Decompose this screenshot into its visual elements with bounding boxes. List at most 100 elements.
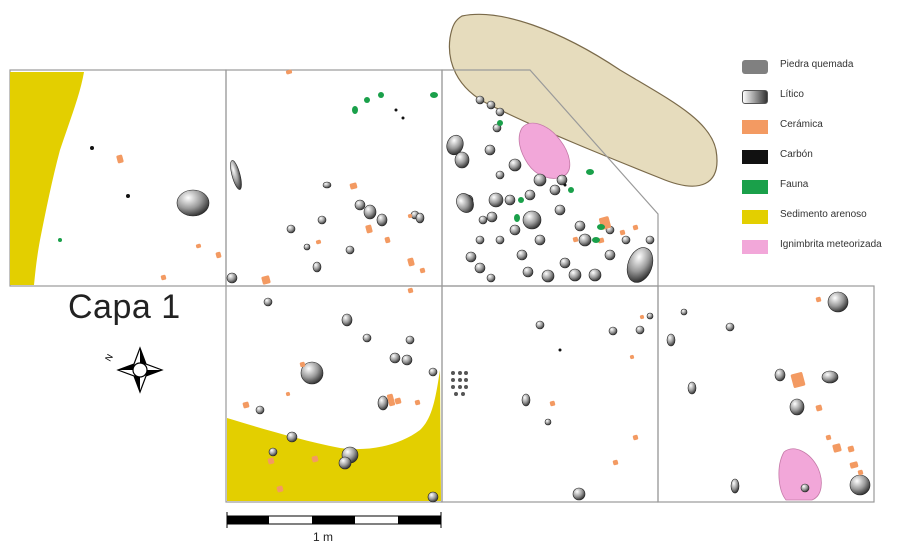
weathered-ignimbrite-south: [778, 448, 822, 501]
lithic-find: [508, 158, 522, 172]
charcoal-find: [126, 194, 130, 198]
lithic-find: [588, 268, 602, 282]
small-find: [461, 392, 465, 396]
grid-square-b3: [441, 285, 659, 503]
lithic-find: [255, 405, 265, 415]
lithic-find: [428, 367, 438, 377]
fauna-find: [352, 106, 358, 114]
lithic-find: [549, 184, 561, 196]
lithic-find: [363, 204, 377, 220]
lithic-find: [572, 487, 586, 501]
lithic-find: [486, 211, 498, 223]
ceramic-find: [195, 243, 202, 249]
lithic-find: [454, 151, 470, 169]
ceramic-find: [825, 434, 832, 441]
lithic-find: [687, 381, 697, 395]
ceramic-find: [629, 354, 635, 360]
legend: Piedra quemada Lítico Cerámica Carbón Fa…: [742, 56, 902, 266]
lithic-find: [522, 210, 542, 230]
lithic-find: [509, 224, 521, 236]
fauna-find: [518, 197, 524, 203]
lithic-find: [524, 189, 536, 201]
lithic-find: [621, 235, 631, 245]
lithic-find: [456, 193, 474, 213]
ceramic-find: [414, 399, 421, 406]
lithic-find: [405, 335, 415, 345]
lithic-find: [578, 233, 592, 247]
small-find: [458, 371, 462, 375]
ceramic-find: [242, 401, 250, 409]
lithic-find: [401, 354, 413, 366]
lithic-find: [730, 478, 740, 494]
legend-item-sandy-sediment: Sedimento arenoso: [742, 206, 902, 236]
ceramic-find: [285, 69, 293, 75]
small-find: [464, 378, 468, 382]
fauna-find: [586, 169, 594, 175]
charcoal-find: [394, 108, 398, 112]
ceramic-find: [299, 361, 306, 368]
lithic-find: [486, 273, 496, 283]
lithic-find: [492, 123, 502, 133]
lithic-find: [322, 181, 332, 189]
legend-item-fauna: Fauna: [742, 176, 902, 206]
charcoal-find: [563, 183, 567, 187]
ceramic-find: [285, 391, 291, 397]
small-find: [464, 385, 468, 389]
ceramic-find: [407, 287, 414, 294]
lithic-find: [377, 395, 389, 411]
large-boulder: [448, 13, 718, 187]
legend-item-weathered-ignimbrite: Ignimbrita meteorizada: [742, 236, 902, 266]
ceramic-find: [407, 213, 413, 219]
lithic-find: [626, 247, 654, 283]
lithic-find: [495, 170, 505, 180]
north-arrow-icon: N: [103, 346, 164, 394]
lithic-find: [268, 447, 278, 457]
lithic-find: [376, 213, 388, 227]
layer-label: Capa 1: [68, 288, 181, 326]
ceramic-find: [349, 182, 358, 190]
fauna-find: [497, 120, 503, 126]
fauna-find: [568, 187, 574, 193]
small-find: [451, 385, 455, 389]
lithic-find: [604, 249, 616, 261]
ceramic-find: [847, 445, 855, 453]
charcoal-find: [90, 146, 94, 150]
ceramic-find: [832, 443, 842, 453]
lithic-find: [488, 192, 504, 208]
lithic-find: [486, 100, 496, 110]
lithic-find: [556, 174, 568, 186]
legend-label: Ignimbrita meteorizada: [780, 239, 882, 250]
legend-label: Piedra quemada: [780, 59, 854, 70]
ceramic-find: [549, 400, 556, 407]
archaeological-finds: [58, 69, 871, 503]
grid-square-b4: [657, 285, 875, 503]
lithic-find: [541, 269, 555, 283]
legend-item-burned-stone: Piedra quemada: [742, 56, 902, 86]
lithic-find: [303, 243, 311, 251]
lithic-find: [821, 370, 839, 384]
ceramic-find: [632, 434, 639, 441]
fauna-find: [58, 238, 62, 242]
ceramic-find: [365, 224, 373, 234]
lithic-find: [341, 313, 353, 327]
legend-item-lithic: Lítico: [742, 86, 902, 116]
lithic-find: [789, 398, 805, 416]
grid-square-a2: [225, 69, 443, 287]
lithic-find: [354, 199, 366, 211]
small-find: [464, 371, 468, 375]
lithic-find: [849, 474, 871, 496]
lithic-find: [534, 234, 546, 246]
ceramic-find: [215, 251, 222, 259]
ceramic-find: [394, 397, 402, 405]
sandy-sediment-west: [10, 72, 84, 285]
lithic-find: [680, 308, 688, 316]
lithic-find: [446, 134, 464, 156]
lithic-find: [475, 95, 485, 105]
lithic-find: [574, 220, 586, 232]
grid-square-a3: [441, 69, 659, 287]
lithic-find: [389, 352, 401, 364]
lithic-find: [646, 312, 654, 320]
small-find: [451, 371, 455, 375]
ceramic-icon: [742, 120, 768, 134]
